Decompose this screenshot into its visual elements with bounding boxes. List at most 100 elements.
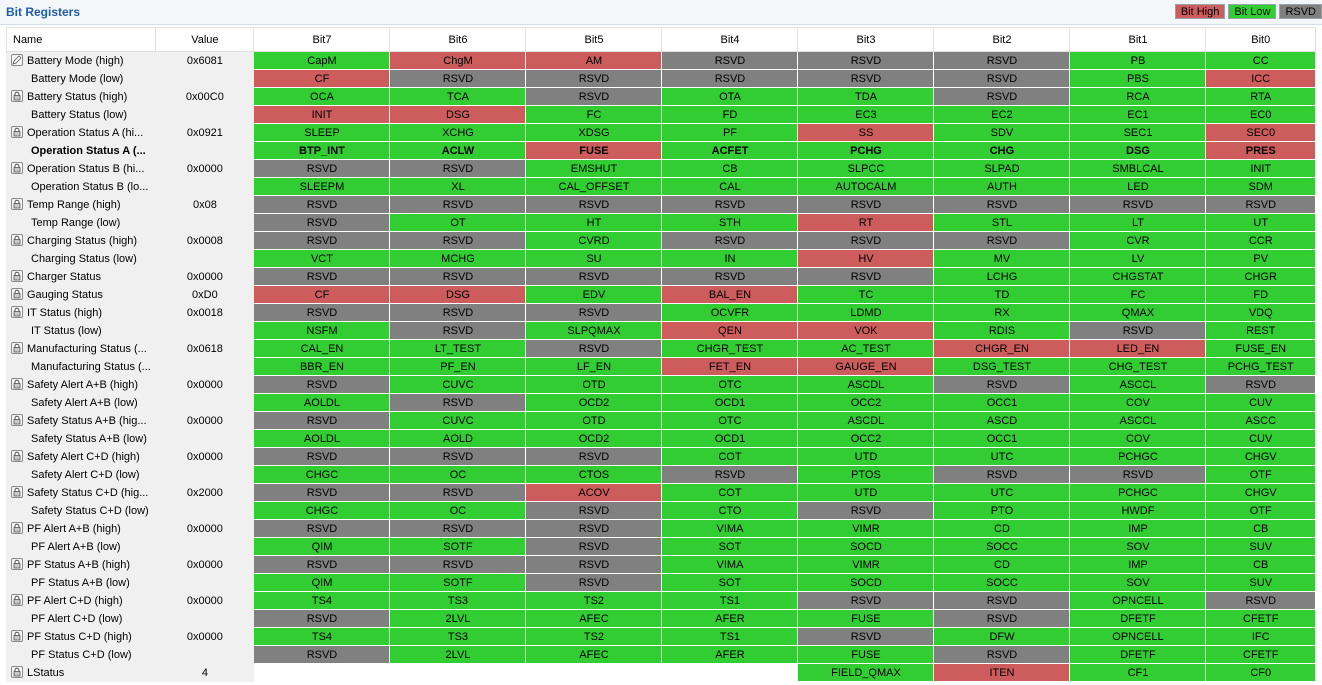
bit-cell[interactable]: RSVD: [389, 321, 527, 340]
bit-cell[interactable]: RSVD: [933, 87, 1071, 106]
bit-cell[interactable]: SOCD: [797, 573, 935, 592]
register-name-cell[interactable]: PF Status C+D (high): [6, 627, 157, 646]
lock-icon[interactable]: [11, 522, 23, 534]
bit-cell[interactable]: ACOV: [525, 483, 663, 502]
register-row[interactable]: Battery Status (high) 0x00C0 OCA TCA RSVD OTA…: [6, 87, 1316, 106]
register-row[interactable]: LStatus 4 FIELD_QMAX ITEN CF1 CF0: [6, 663, 1316, 682]
bit-cell[interactable]: CF: [253, 285, 391, 304]
lock-icon[interactable]: [11, 306, 23, 318]
register-row[interactable]: Safety Alert A+B (low) AOLDL RSVD OCD2 OCD1 O…: [6, 393, 1316, 412]
bit-cell[interactable]: RSVD: [797, 69, 935, 88]
bit-cell[interactable]: OT: [389, 213, 527, 232]
register-row[interactable]: Battery Mode (low) CF RSVD RSVD RSVD RSVD RSVD…: [6, 69, 1316, 88]
bit-cell[interactable]: PB: [1069, 51, 1207, 70]
column-header-bit5[interactable]: Bit5: [525, 27, 663, 52]
bit-cell[interactable]: SDM: [1205, 177, 1316, 196]
bit-cell[interactable]: LCHG: [933, 267, 1071, 286]
lock-icon[interactable]: [11, 234, 23, 246]
bit-cell[interactable]: RSVD: [253, 375, 391, 394]
bit-cell[interactable]: PCHGC: [1069, 447, 1207, 466]
bit-cell[interactable]: RSVD: [797, 501, 935, 520]
bit-cell[interactable]: CUVC: [389, 411, 527, 430]
bit-cell[interactable]: RSVD: [933, 69, 1071, 88]
bit-cell[interactable]: CHGV: [1205, 483, 1316, 502]
bit-cell[interactable]: CVRD: [525, 231, 663, 250]
lock-icon[interactable]: [11, 558, 23, 570]
bit-cell[interactable]: RSVD: [525, 87, 663, 106]
bit-cell[interactable]: DSG_TEST: [933, 357, 1071, 376]
register-row[interactable]: Operation Status B (hi... 0x0000 RSVD RSVD E…: [6, 159, 1316, 178]
register-name-cell[interactable]: PF Alert C+D (low): [6, 609, 157, 628]
register-name-cell[interactable]: Safety Status C+D (low): [6, 501, 157, 520]
bit-cell[interactable]: RSVD: [797, 51, 935, 70]
bit-cell[interactable]: RSVD: [661, 195, 799, 214]
bit-cell[interactable]: DFETF: [1069, 645, 1207, 664]
register-row[interactable]: PF Alert A+B (low) QIM SOTF RSVD SOT SOCD SOCC…: [6, 537, 1316, 556]
bit-cell[interactable]: SOV: [1069, 537, 1207, 556]
bit-cell[interactable]: CB: [1205, 555, 1316, 574]
bit-cell[interactable]: OCA: [253, 87, 391, 106]
bit-cell[interactable]: LED: [1069, 177, 1207, 196]
bit-cell[interactable]: AFEC: [525, 645, 663, 664]
register-name-cell[interactable]: Manufacturing Status (...: [6, 357, 157, 376]
bit-cell[interactable]: RSVD: [1069, 321, 1207, 340]
bit-cell[interactable]: IMP: [1069, 555, 1207, 574]
register-name-cell[interactable]: Battery Mode (low): [6, 69, 157, 88]
bit-cell[interactable]: SUV: [1205, 573, 1316, 592]
bit-cell[interactable]: AUTOCALM: [797, 177, 935, 196]
bit-cell[interactable]: RSVD: [661, 465, 799, 484]
bit-cell[interactable]: VDQ: [1205, 303, 1316, 322]
bit-cell[interactable]: ChgM: [389, 51, 527, 70]
bit-cell[interactable]: RSVD: [389, 69, 527, 88]
bit-cell[interactable]: FD: [1205, 285, 1316, 304]
bit-cell[interactable]: CF0: [1205, 663, 1316, 682]
register-name-cell[interactable]: Operation Status A (hi...: [6, 123, 157, 142]
bit-cell[interactable]: ITEN: [933, 663, 1071, 682]
bit-cell[interactable]: OPNCELL: [1069, 627, 1207, 646]
bit-cell[interactable]: BBR_EN: [253, 357, 391, 376]
bit-cell[interactable]: SLPQMAX: [525, 321, 663, 340]
bit-cell[interactable]: SLPCC: [797, 159, 935, 178]
bit-cell[interactable]: CCR: [1205, 231, 1316, 250]
bit-cell[interactable]: CapM: [253, 51, 391, 70]
register-row[interactable]: Manufacturing Status (... 0x0618 CAL_EN LT_…: [6, 339, 1316, 358]
register-name-cell[interactable]: PF Alert A+B (low): [6, 537, 157, 556]
edit-icon[interactable]: [11, 54, 23, 66]
column-header-bit6[interactable]: Bit6: [389, 27, 527, 52]
bit-cell[interactable]: PCHG: [797, 141, 935, 160]
bit-cell[interactable]: RSVD: [525, 447, 663, 466]
bit-cell[interactable]: RSVD: [797, 627, 935, 646]
bit-cell[interactable]: RSVD: [389, 195, 527, 214]
bit-cell[interactable]: IFC: [1205, 627, 1316, 646]
lock-icon[interactable]: [11, 630, 23, 642]
lock-icon[interactable]: [11, 486, 23, 498]
bit-cell[interactable]: RSVD: [525, 501, 663, 520]
bit-cell[interactable]: RSVD: [253, 645, 391, 664]
bit-cell[interactable]: OTD: [525, 411, 663, 430]
register-row[interactable]: PF Status A+B (high) 0x0000 RSVD RSVD RSVD VI…: [6, 555, 1316, 574]
bit-cell[interactable]: PRES: [1205, 141, 1316, 160]
bit-cell[interactable]: ASCD: [933, 411, 1071, 430]
bit-cell[interactable]: STL: [933, 213, 1071, 232]
bit-cell[interactable]: CFETF: [1205, 609, 1316, 628]
bit-cell[interactable]: RSVD: [253, 411, 391, 430]
bit-cell[interactable]: SDV: [933, 123, 1071, 142]
bit-cell[interactable]: TS2: [525, 627, 663, 646]
bit-cell[interactable]: OTF: [1205, 501, 1316, 520]
bit-cell[interactable]: CHGC: [253, 465, 391, 484]
bit-cell[interactable]: CFETF: [1205, 645, 1316, 664]
register-row[interactable]: PF Alert C+D (high) 0x0000 TS4 TS3 TS2 TS1 RSV…: [6, 591, 1316, 610]
bit-cell[interactable]: RSVD: [1069, 465, 1207, 484]
bit-cell[interactable]: SMBLCAL: [1069, 159, 1207, 178]
bit-cell[interactable]: TC: [797, 285, 935, 304]
bit-cell[interactable]: RTA: [1205, 87, 1316, 106]
bit-cell[interactable]: RSVD: [797, 231, 935, 250]
bit-cell[interactable]: CB: [661, 159, 799, 178]
bit-cell[interactable]: SOTF: [389, 537, 527, 556]
bit-cell[interactable]: SU: [525, 249, 663, 268]
bit-cell[interactable]: COV: [1069, 393, 1207, 412]
bit-cell[interactable]: LED_EN: [1069, 339, 1207, 358]
bit-cell[interactable]: SOCC: [933, 537, 1071, 556]
bit-cell[interactable]: LDMD: [797, 303, 935, 322]
bit-cell[interactable]: SOTF: [389, 573, 527, 592]
